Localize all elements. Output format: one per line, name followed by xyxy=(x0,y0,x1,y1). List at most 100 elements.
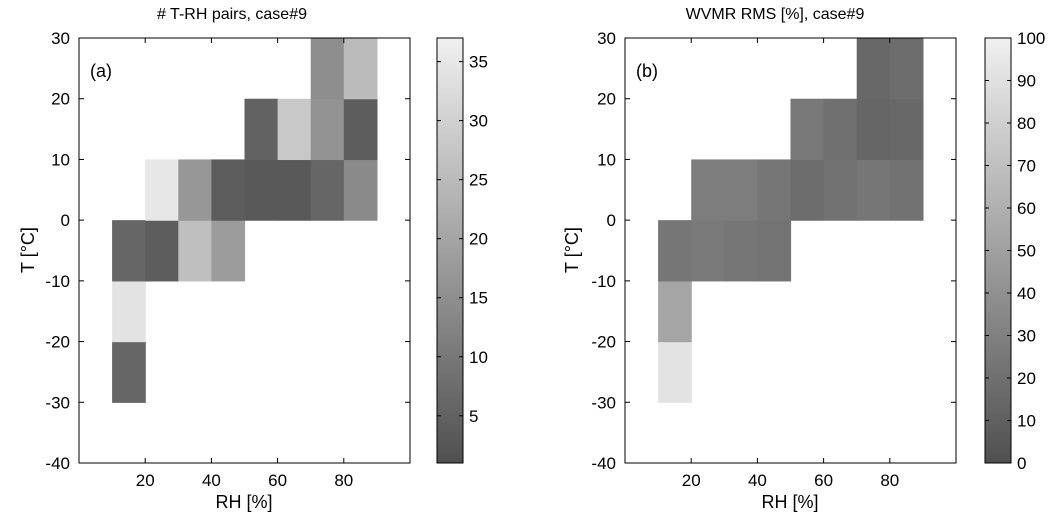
panel-a-cell xyxy=(178,159,212,221)
panel-a-ytick-label: 0 xyxy=(61,211,70,230)
panel-b-cell xyxy=(658,220,692,282)
panel-a-ticks: 20 40 60 80 -40 -30 -20 -10 0 10 20 30 xyxy=(45,29,410,490)
panel-b-cell xyxy=(658,280,692,343)
panel-a-cell xyxy=(145,220,179,282)
panel-b-cell xyxy=(790,98,825,161)
panel-a-cell xyxy=(343,159,378,221)
panel-a-cell xyxy=(244,159,279,221)
panel-a-label: (a) xyxy=(90,61,112,81)
panel-b-cell xyxy=(790,159,825,221)
panel-a-cell xyxy=(112,280,146,343)
panel-b-axes-box xyxy=(624,37,957,464)
panel-a-cell xyxy=(244,98,279,161)
panel-b-cell xyxy=(691,159,725,221)
panel-a-cell xyxy=(211,159,246,221)
panel-a-cell xyxy=(211,220,246,282)
panel-a-cell xyxy=(112,220,146,282)
panel-b-cell xyxy=(823,159,858,221)
panel-b-colorbar-tick-label: 10 xyxy=(1017,412,1036,431)
panel-b-colorbar-tick-label: 0 xyxy=(1017,454,1026,473)
panel-a-title: # T-RH pairs, case#9 xyxy=(157,6,307,23)
panel-b-cell xyxy=(889,98,924,161)
panel-a-cell xyxy=(277,159,312,221)
panel-a-ytick-label: 10 xyxy=(51,150,70,169)
panel-b-ytick-label: 10 xyxy=(597,150,616,169)
panel-b-colorbar-tick-label: 70 xyxy=(1017,157,1036,176)
panel-b: WVMR RMS [%], case#9 20 40 60 80 -40 -30 -20 -1… xyxy=(562,6,1045,512)
panel-a-ytick-label: 20 xyxy=(51,90,70,109)
panel-a-axes-box xyxy=(78,37,411,464)
panel-b-xtick-label: 20 xyxy=(682,471,701,490)
panel-b-cell xyxy=(889,38,924,100)
panel-a-cells xyxy=(112,38,378,403)
panel-a-colorbar-tick-label: 10 xyxy=(469,348,488,367)
panel-b-ytick-label: 0 xyxy=(607,211,616,230)
panel-a-cell xyxy=(277,98,312,161)
panel-b-ytick-label: -30 xyxy=(591,393,616,412)
panel-a-cell xyxy=(310,38,345,100)
panel-b-cell xyxy=(691,220,725,282)
panel-a-xtick-label: 40 xyxy=(202,471,221,490)
panel-b-colorbar: 0 10 20 30 40 50 60 70 80 90 100 xyxy=(984,29,1045,473)
panel-a-colorbar: 5 10 15 20 25 30 35 xyxy=(436,37,488,464)
panel-a-cell xyxy=(112,341,146,403)
panel-b-colorbar-tick-label: 80 xyxy=(1017,114,1036,133)
panel-a-colorbar-gradient xyxy=(436,37,464,464)
panel-a-cell xyxy=(343,38,378,100)
panel-b-cell xyxy=(856,98,891,161)
panel-b-cell xyxy=(724,220,758,282)
panel-a-ytick-label: -10 xyxy=(45,272,70,291)
panel-b-cell xyxy=(724,159,758,221)
panel-b-title: WVMR RMS [%], case#9 xyxy=(686,6,865,23)
panel-a-xlabel: RH [%] xyxy=(215,492,272,512)
panel-b-label: (b) xyxy=(636,61,658,81)
panel-a-ytick-label: -30 xyxy=(45,393,70,412)
panel-a-colorbar-tick-label: 35 xyxy=(469,53,488,72)
panel-a-colorbar-tick-label: 25 xyxy=(469,171,488,190)
panel-b-colorbar-tick-label: 40 xyxy=(1017,284,1036,303)
panel-b-cell xyxy=(757,159,792,221)
panel-a-colorbar-tick-label: 15 xyxy=(469,289,488,308)
panel-b-ticks: 20 40 60 80 -40 -30 -20 -10 0 10 20 30 xyxy=(591,29,956,490)
panel-b-cell xyxy=(658,341,692,403)
panel-b-colorbar-tick-label: 20 xyxy=(1017,369,1036,388)
panel-a-ytick-label: -40 xyxy=(45,454,70,473)
panel-b-xtick-label: 80 xyxy=(880,471,899,490)
panel-b-cell xyxy=(856,159,891,221)
panel-a-xtick-label: 20 xyxy=(136,471,155,490)
panel-a-ytick-label: -20 xyxy=(45,333,70,352)
panel-b-xtick-label: 60 xyxy=(814,471,833,490)
panel-a-ytick-label: 30 xyxy=(51,29,70,48)
panel-a-cell xyxy=(145,159,179,221)
panel-b-colorbar-tick-label: 30 xyxy=(1017,327,1036,346)
panel-a: # T-RH pairs, case#9 20 40 60 80 -40 -30 -20 -1… xyxy=(18,6,488,512)
panel-b-colorbar-tick-label: 50 xyxy=(1017,242,1036,261)
panel-a-cell xyxy=(178,220,212,282)
panel-b-ytick-label: -20 xyxy=(591,333,616,352)
panel-a-colorbar-tick-label: 30 xyxy=(469,112,488,131)
panel-b-colorbar-tick-label: 60 xyxy=(1017,199,1036,218)
panel-a-xtick-label: 80 xyxy=(334,471,353,490)
panel-a-cell xyxy=(310,159,345,221)
panel-b-ytick-label: -10 xyxy=(591,272,616,291)
panel-a-cell xyxy=(310,98,345,161)
panel-a-colorbar-tick-label: 20 xyxy=(469,230,488,249)
panel-b-cell xyxy=(856,38,891,100)
panel-b-colorbar-tick-label: 100 xyxy=(1017,29,1045,48)
panel-b-ylabel: T [°C] xyxy=(562,227,582,273)
panel-a-xtick-label: 60 xyxy=(268,471,287,490)
panel-b-colorbar-tick-label: 90 xyxy=(1017,72,1036,91)
panel-b-cell xyxy=(889,159,924,221)
panel-b-ytick-label: -40 xyxy=(591,454,616,473)
panel-b-ytick-label: 20 xyxy=(597,90,616,109)
panel-b-ytick-label: 30 xyxy=(597,29,616,48)
panel-b-xlabel: RH [%] xyxy=(761,492,818,512)
panel-b-cell xyxy=(823,98,858,161)
panel-a-colorbar-tick-label: 5 xyxy=(469,407,478,426)
panel-b-cells xyxy=(658,38,924,403)
panel-b-cell xyxy=(757,220,792,282)
panel-a-cell xyxy=(343,98,378,161)
panel-a-ylabel: T [°C] xyxy=(18,227,38,273)
panel-b-xtick-label: 40 xyxy=(748,471,767,490)
